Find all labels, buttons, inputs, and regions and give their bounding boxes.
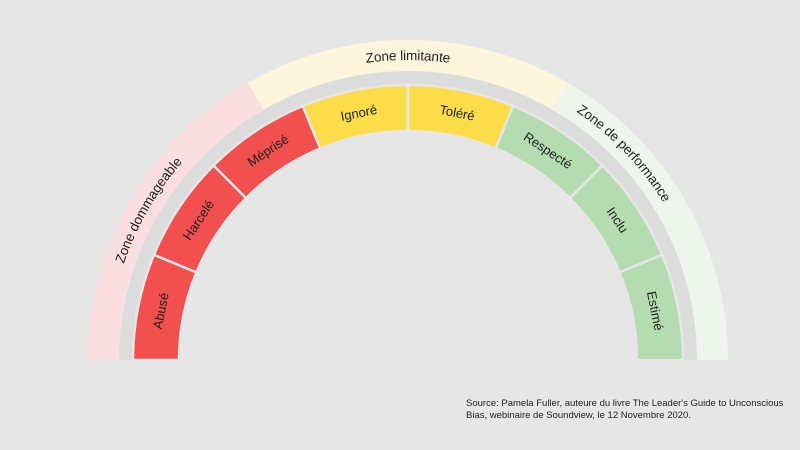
zone-band-left <box>88 82 264 360</box>
segment-label-tolere: Toléré <box>438 102 476 124</box>
source-line-2: Bias, webinaire de Soundview, le 12 Nove… <box>466 410 691 421</box>
zone-label-top: Zone limitante <box>365 47 452 65</box>
segment-label-abuse: Abusé <box>150 291 172 330</box>
source-note: Source: Pamela Fuller, auteure du livre … <box>466 398 786 422</box>
zone-band-right <box>552 82 728 360</box>
segment-layer <box>131 83 685 362</box>
source-line-1: Source: Pamela Fuller, auteure du livre … <box>466 398 784 409</box>
segment-estime <box>617 253 685 362</box>
segment-label-ignore: Ignoré <box>339 102 378 124</box>
zone-layer <box>88 39 728 360</box>
zone-band-top <box>248 39 568 110</box>
